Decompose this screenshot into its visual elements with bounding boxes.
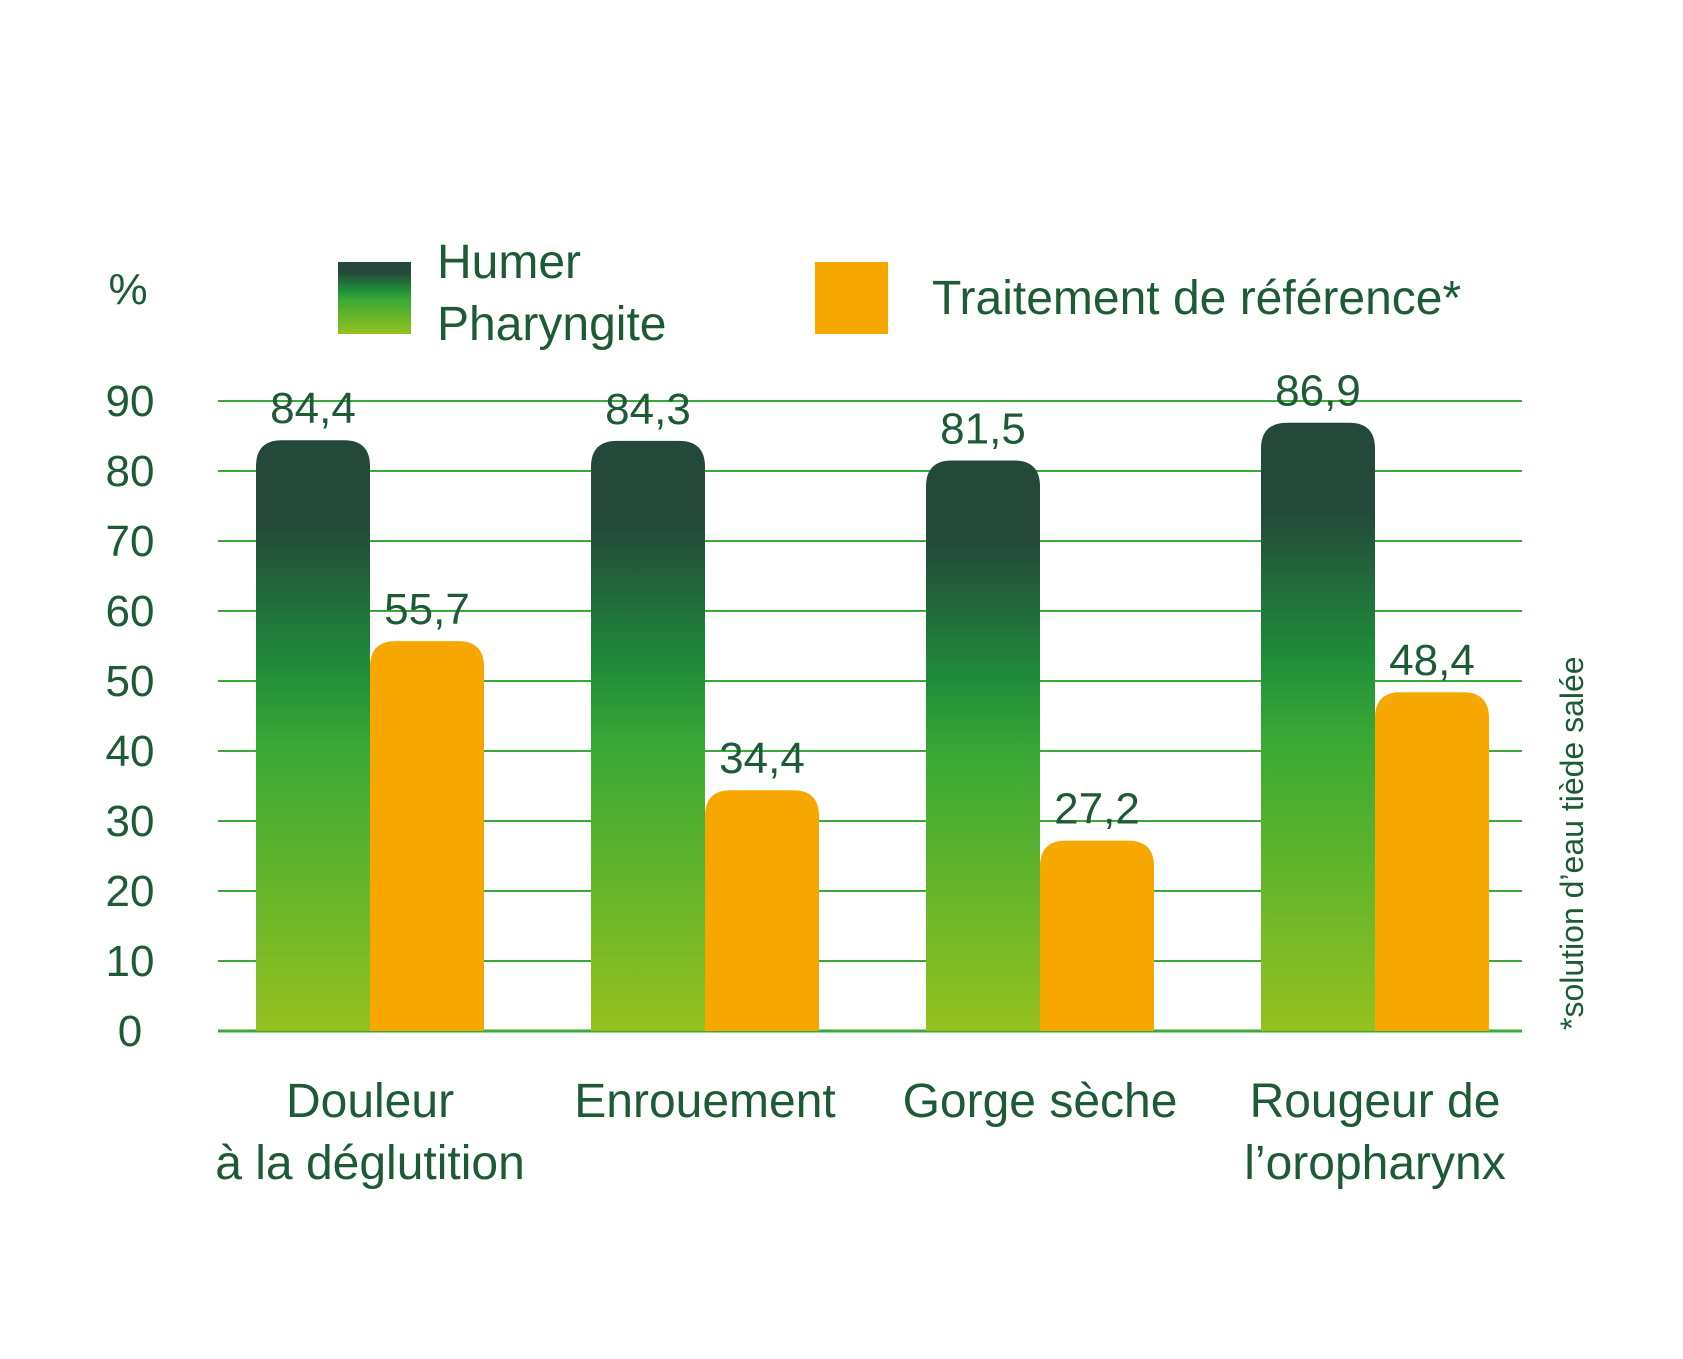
y-tick-label: 60: [106, 587, 155, 636]
bar-humer: [256, 440, 370, 1031]
data-label-humer: 84,3: [605, 385, 691, 434]
y-tick-label: 20: [106, 867, 155, 916]
bar-humer: [591, 440, 705, 1031]
x-category-label: Enrouement: [574, 1075, 836, 1128]
bar-humer: [1261, 422, 1375, 1031]
data-label-humer: 84,4: [270, 384, 356, 433]
y-tick-label: 50: [106, 657, 155, 706]
data-label-humer: 81,5: [940, 405, 1026, 454]
data-label-reference: 34,4: [719, 734, 805, 783]
x-axis-categories: Douleur à la déglutition Enrouement Gorge s…: [215, 1075, 1506, 1190]
legend-swatch-reference: [815, 262, 888, 334]
legend-swatch-humer: [338, 262, 411, 334]
bar-reference: [1040, 840, 1154, 1031]
data-label-humer: 86,9: [1275, 367, 1361, 416]
y-tick-label: 40: [106, 727, 155, 776]
x-category-label: Rougeur de l’oropharynx: [1244, 1075, 1505, 1190]
bars: [256, 422, 1489, 1031]
legend-label-humer: Humer Pharyngite: [437, 236, 666, 351]
data-label-reference: 27,2: [1054, 785, 1140, 834]
y-tick-label: 10: [106, 937, 155, 986]
y-tick-label: 70: [106, 517, 155, 566]
bar-reference: [1375, 692, 1489, 1031]
data-label-reference: 48,4: [1389, 636, 1475, 685]
legend: Humer Pharyngite Traitement de référence*: [338, 236, 1461, 351]
y-axis-label: %: [108, 265, 147, 314]
y-tick-label: 80: [106, 447, 155, 496]
y-axis: 0 10 20 30 40 50 60 70 80 90: [106, 377, 155, 1056]
data-labels: 84,4 55,7 84,3 34,4 81,5 27,2 86,9 48,4: [270, 367, 1475, 834]
bar-humer: [926, 460, 1040, 1031]
legend-label-reference: Traitement de référence*: [932, 272, 1461, 325]
y-tick-label: 90: [106, 377, 155, 426]
x-category-label: Gorge sèche: [903, 1075, 1178, 1128]
footnote: *solution d’eau tiède salée: [1554, 656, 1590, 1030]
x-category-label: Douleur à la déglutition: [215, 1075, 525, 1190]
data-label-reference: 55,7: [384, 585, 470, 634]
y-tick-label: 0: [118, 1007, 142, 1056]
bar-reference: [705, 790, 819, 1031]
y-tick-label: 30: [106, 797, 155, 846]
bar-reference: [370, 641, 484, 1031]
